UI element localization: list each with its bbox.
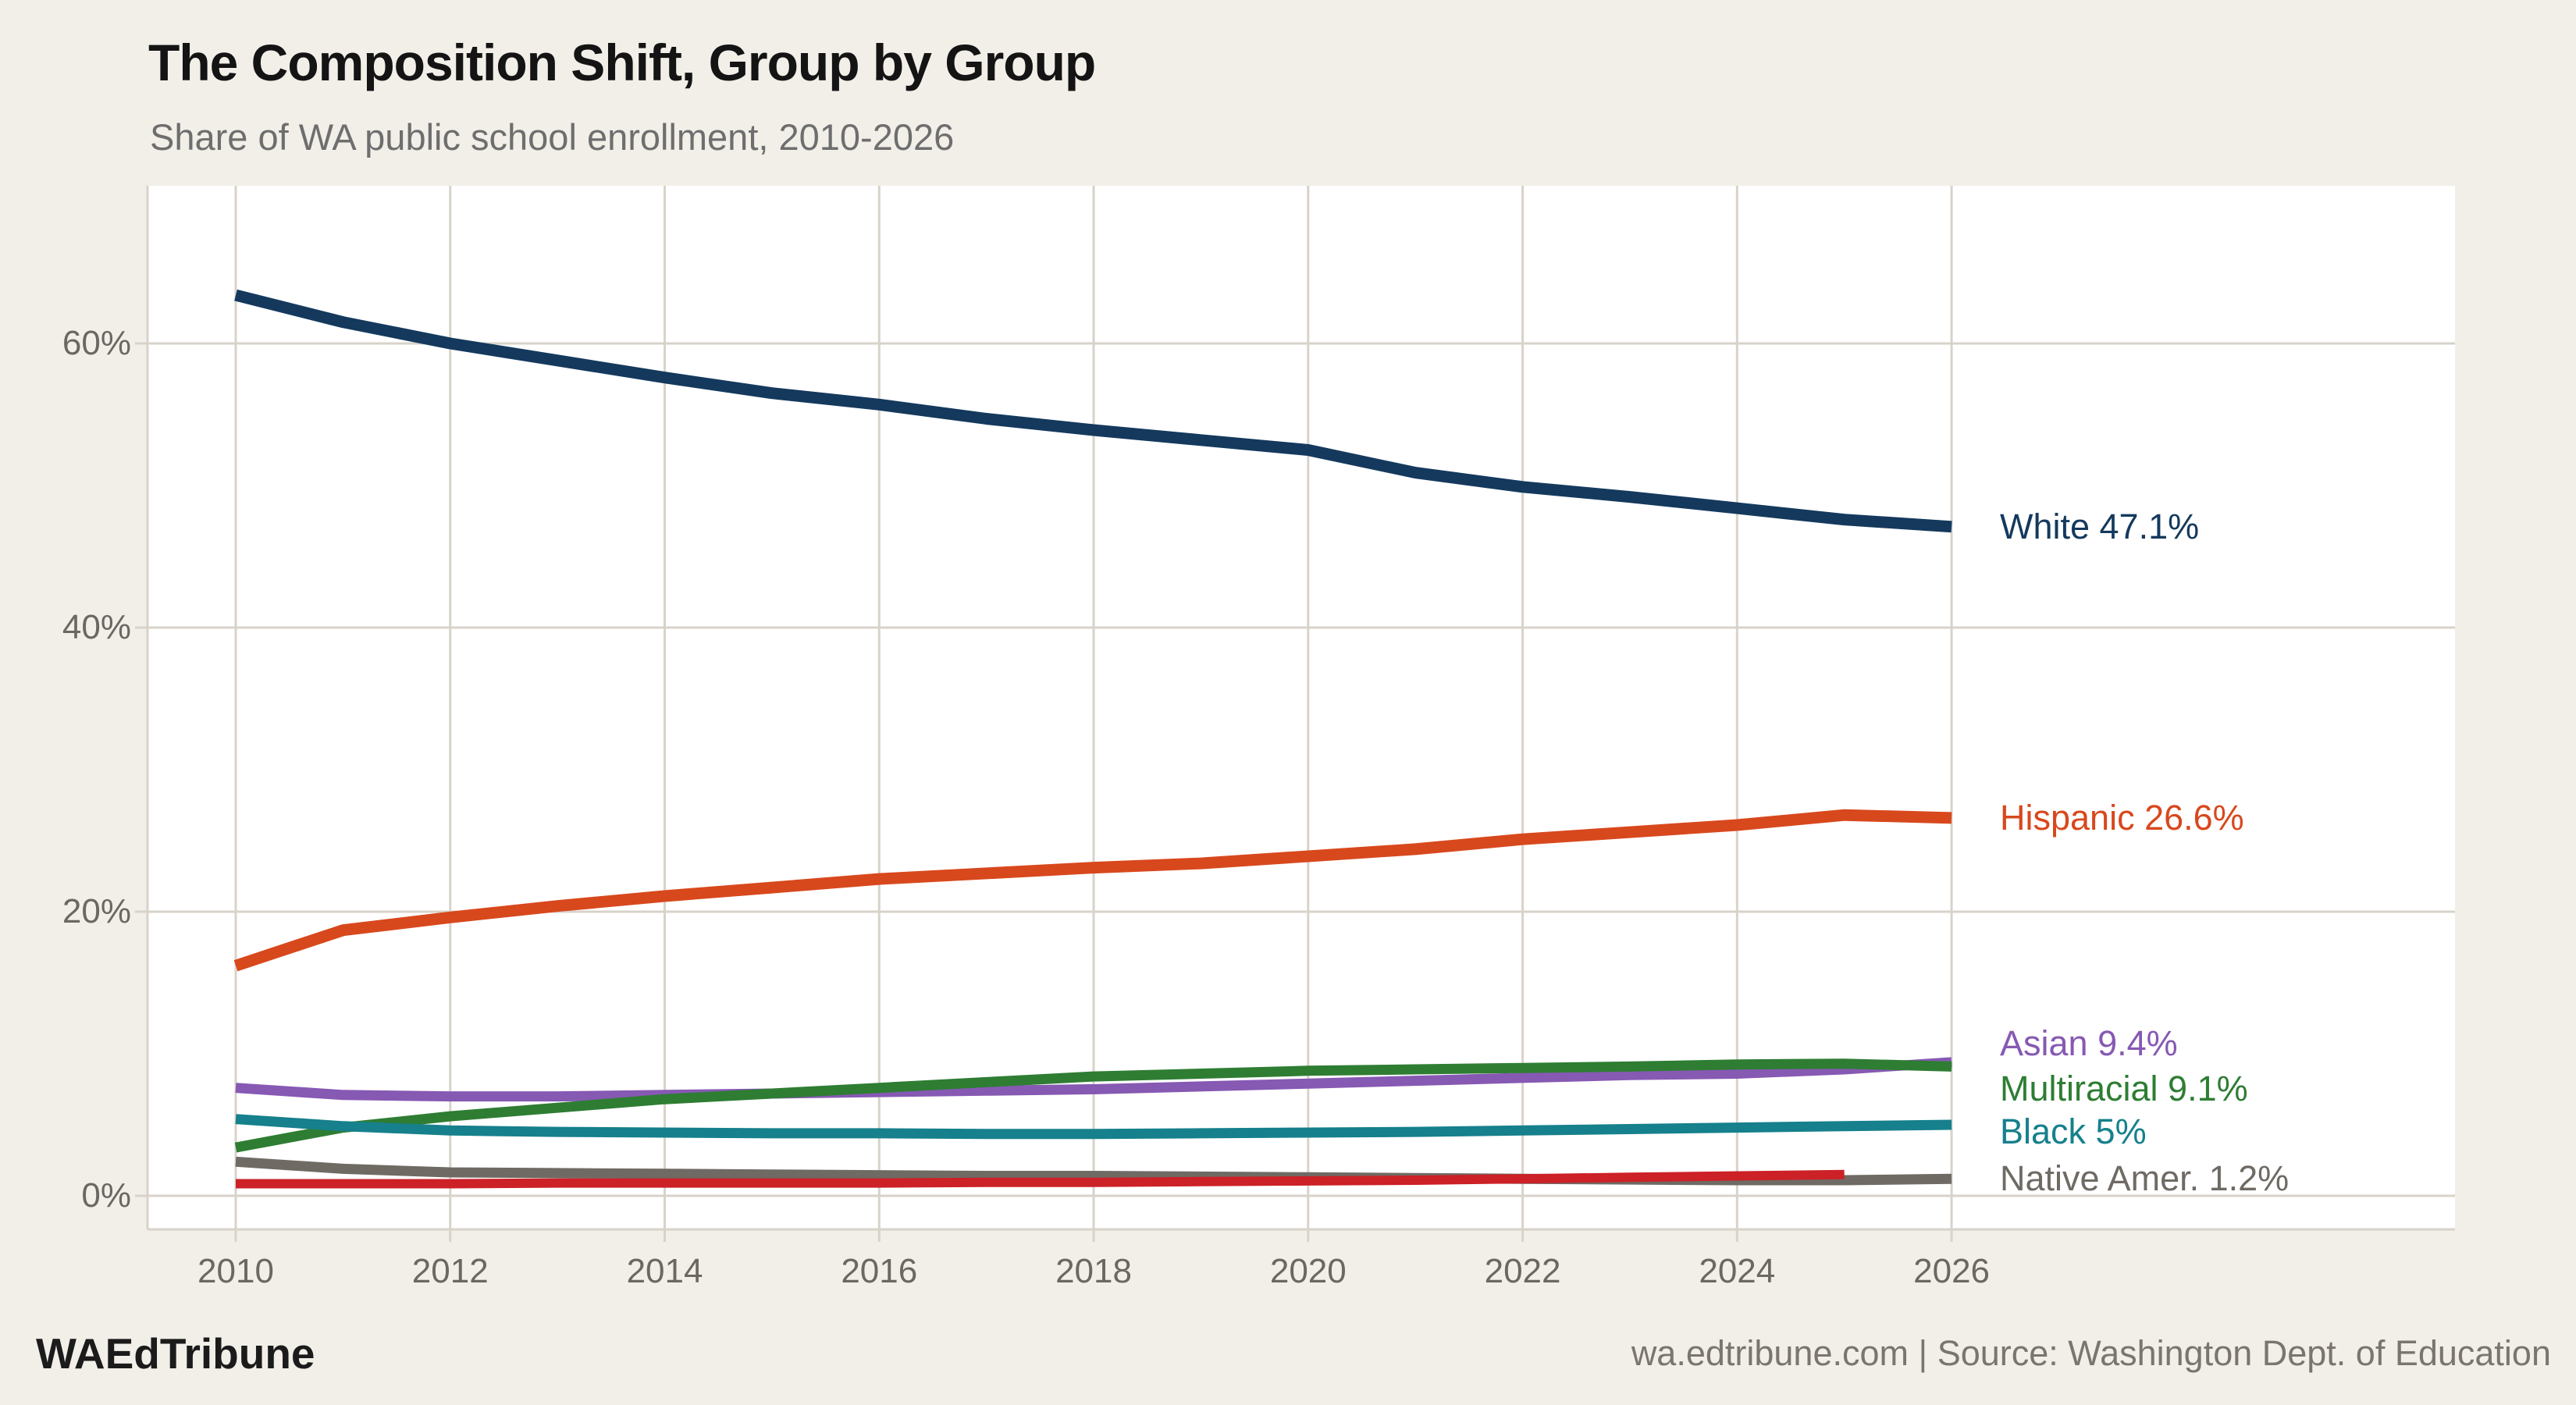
series-line-hispanic bbox=[233, 809, 1952, 972]
x-tick-label: 2010 bbox=[197, 1252, 274, 1290]
chart-title: The Composition Shift, Group by Group bbox=[148, 34, 1096, 91]
series-line-black bbox=[235, 1114, 1952, 1140]
x-tick-label: 2018 bbox=[1055, 1252, 1132, 1290]
x-tick-label: 2016 bbox=[841, 1252, 918, 1290]
y-tick-label: 20% bbox=[62, 892, 131, 930]
y-tick-label: 0% bbox=[81, 1176, 131, 1215]
x-tick-label: 2020 bbox=[1269, 1252, 1347, 1290]
series-line-unlabeled bbox=[236, 1169, 1845, 1189]
series-label-native-amer-: Native Amer. 1.2% bbox=[2000, 1158, 2290, 1198]
y-tick-label: 40% bbox=[62, 608, 131, 646]
x-tick-label: 2012 bbox=[411, 1252, 489, 1290]
series-line-white bbox=[234, 289, 1952, 533]
source-credit: wa.edtribune.com | Source: Washington De… bbox=[1631, 1333, 2551, 1373]
x-tick-label: 2014 bbox=[626, 1252, 703, 1290]
series-label-multiracial: Multiracial 9.1% bbox=[2000, 1069, 2248, 1108]
x-tick-label: 2022 bbox=[1484, 1252, 1561, 1290]
series-label-asian: Asian 9.4% bbox=[2000, 1023, 2178, 1063]
series-line-asian bbox=[235, 1057, 1952, 1102]
x-tick-label: 2024 bbox=[1699, 1252, 1776, 1290]
x-tick-label: 2026 bbox=[1913, 1252, 1991, 1290]
y-tick-label: 60% bbox=[62, 324, 131, 362]
series-label-hispanic: Hispanic 26.6% bbox=[2000, 798, 2244, 838]
chart-subtitle: Share of WA public school enrollment, 20… bbox=[150, 116, 955, 158]
series-line-multiracial bbox=[234, 1058, 1952, 1153]
series-label-black: Black 5% bbox=[2000, 1112, 2147, 1151]
series-label-white: White 47.1% bbox=[2000, 507, 2200, 546]
publisher-wordmark: WAEdTribune bbox=[36, 1329, 315, 1378]
